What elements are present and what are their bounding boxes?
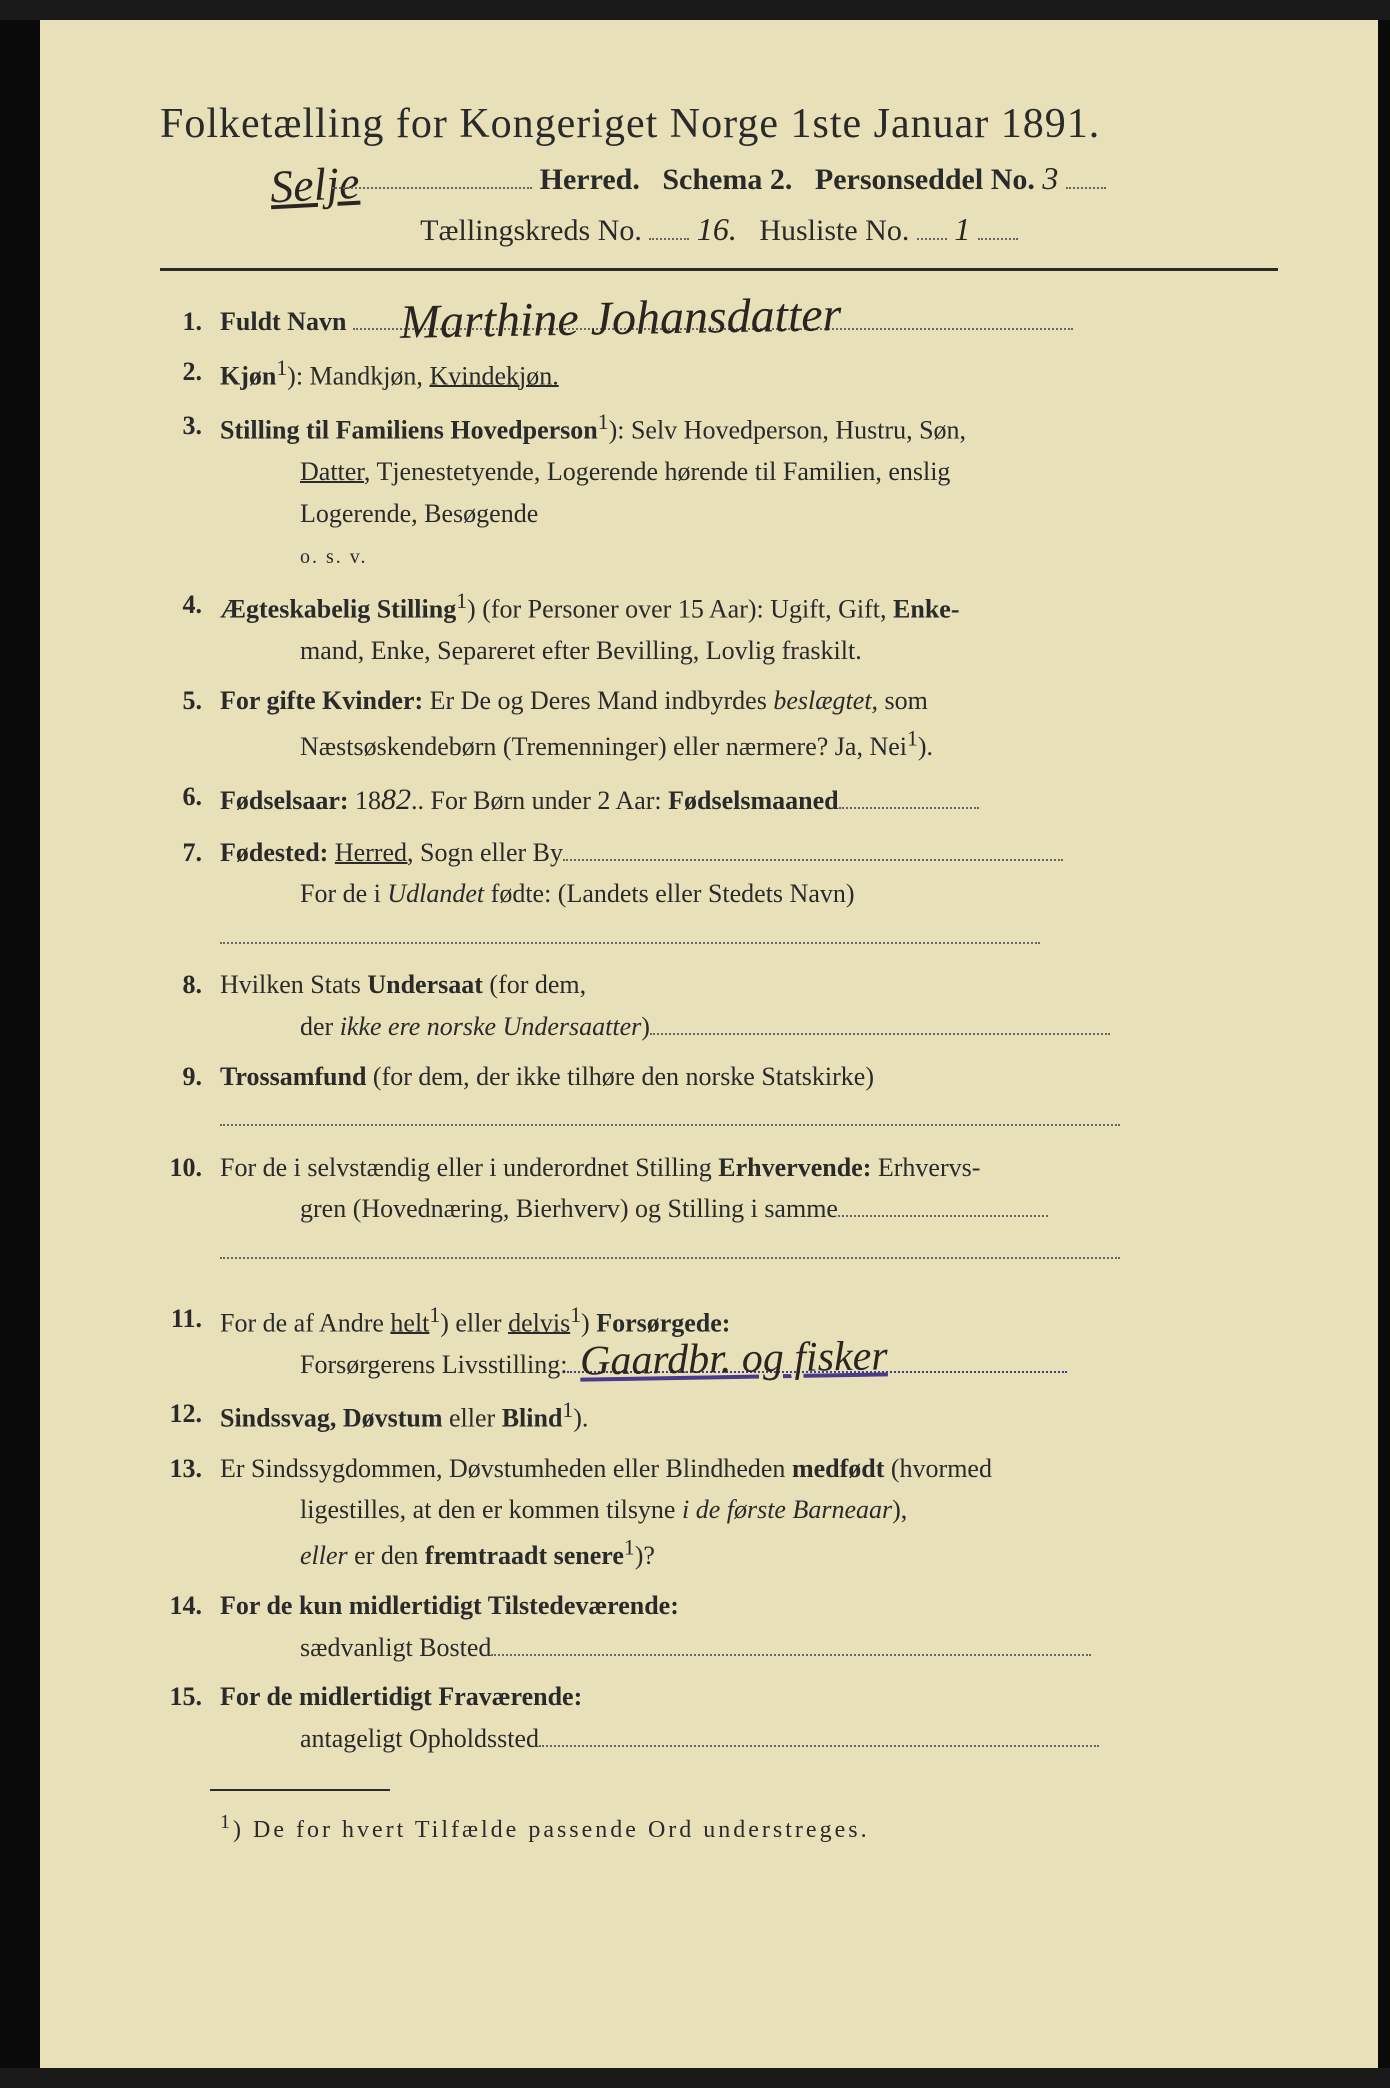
f11-handwriting: Gaardbr. og fisker xyxy=(579,1323,888,1396)
f2-label: Kjøn xyxy=(220,361,276,390)
footnote: 1) De for hvert Tilfælde passende Ord un… xyxy=(160,1811,1278,1844)
divider-top xyxy=(160,268,1278,271)
field-5: 5. For gifte Kvinder: Er De og Deres Man… xyxy=(160,680,1278,768)
field-12: 12. Sindssvag, Døvstum eller Blind1). xyxy=(160,1393,1278,1439)
f3-selected: Datter, xyxy=(300,457,370,486)
f3-label: Stilling til Familiens Hovedperson xyxy=(220,416,598,445)
field-10: 10. For de i selvstændig eller i underor… xyxy=(160,1147,1278,1272)
taellingskreds-label: Tællingskreds No. xyxy=(420,214,642,247)
header-line-2: Herred. Schema 2. Personseddel No. 3 xyxy=(160,160,1278,197)
field-9: 9. Trossamfund (for dem, der ikke tilhør… xyxy=(160,1056,1278,1139)
schema-label: Schema 2. xyxy=(662,163,792,196)
husliste-no: 1 xyxy=(954,211,970,247)
field-1: 1. Fuldt Navn Marthine Johansdatter xyxy=(160,301,1278,343)
header-line-3: Tællingskreds No. 16. Husliste No. 1 xyxy=(160,211,1278,248)
f7-label: Fødested: xyxy=(220,838,328,867)
field-6: 6. Fødselsaar: 1882.. For Børn under 2 A… xyxy=(160,776,1278,824)
f1-label: Fuldt Navn xyxy=(220,307,346,336)
field-2: 2. Kjøn1): Mandkjøn, Kvindekjøn. xyxy=(160,351,1278,397)
field-13: 13. Er Sindssygdommen, Døvstumheden elle… xyxy=(160,1448,1278,1577)
divider-bottom xyxy=(210,1789,390,1791)
f9-label: Trossamfund xyxy=(220,1062,366,1091)
taellingskreds-no: 16. xyxy=(697,211,737,247)
field-15: 15. For de midlertidigt Fraværende: anta… xyxy=(160,1676,1278,1759)
f2-selected: Kvindekjøn. xyxy=(429,361,558,390)
f4-label: Ægteskabelig Stilling xyxy=(220,595,456,624)
husliste-label: Husliste No. xyxy=(759,214,909,247)
herred-label: Herred. xyxy=(540,163,640,196)
field-7: 7. Fødested: Herred, Sogn eller By For d… xyxy=(160,832,1278,957)
f6-label: Fødselsaar: xyxy=(220,786,349,815)
personseddel-label: Personseddel No. xyxy=(815,163,1035,196)
field-4: 4. Ægteskabelig Stilling1) (for Personer… xyxy=(160,584,1278,672)
personseddel-no: 3 xyxy=(1042,160,1058,196)
field-11: 11. For de af Andre helt1) eller delvis1… xyxy=(160,1298,1278,1386)
page-title: Folketælling for Kongeriget Norge 1ste J… xyxy=(160,100,1278,148)
f6-year-hw: 82 xyxy=(381,783,411,816)
census-form-page: Folketælling for Kongeriget Norge 1ste J… xyxy=(0,20,1390,2068)
field-3: 3. Stilling til Familiens Hovedperson1):… xyxy=(160,405,1278,576)
field-14: 14. For de kun midlertidigt Tilstedevære… xyxy=(160,1585,1278,1668)
f5-label: For gifte Kvinder: xyxy=(220,686,423,715)
f1-handwriting: Marthine Johansdatter xyxy=(399,277,842,361)
field-8: 8. Hvilken Stats Undersaat (for dem, der… xyxy=(160,964,1278,1047)
f7-selected: Herred, xyxy=(335,838,414,867)
